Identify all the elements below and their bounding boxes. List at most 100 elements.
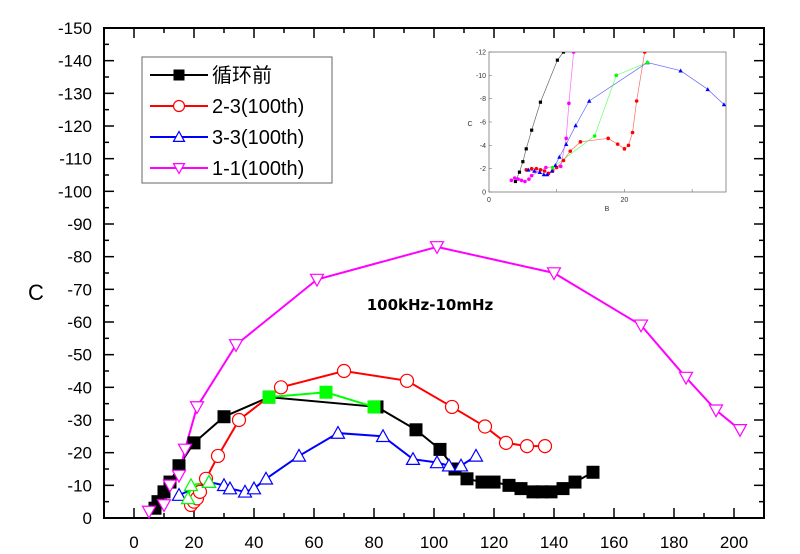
- y-tick-label: -40: [67, 378, 92, 397]
- inset-data-point: [549, 168, 555, 173]
- inset-data-point: [615, 142, 620, 146]
- inset-chart: 0 20 0 -2 -4 -6 -8 -10 -12 B C: [467, 42, 744, 214]
- legend: 循环前 2-3(100th) 3-3(100th) 1-1(100th): [141, 56, 333, 184]
- inset-x-tick-label: 20: [621, 197, 629, 204]
- inset-background: [482, 42, 744, 214]
- data-point: [399, 373, 415, 388]
- x-tick-label: 40: [245, 533, 264, 552]
- inset-data-point: [568, 149, 573, 153]
- series-markers: [262, 385, 381, 414]
- inset-series-line: [515, 52, 564, 182]
- data-point: [477, 419, 493, 434]
- y-tick-label: -60: [67, 313, 92, 332]
- x-tick-label: 80: [365, 533, 384, 552]
- inset-data-point: [553, 162, 558, 167]
- inset-data-point: [678, 68, 683, 73]
- inset-data-point: [614, 73, 619, 78]
- inset-ticks: 0 20 0 -2 -4 -6 -8 -10 -12: [476, 50, 693, 204]
- inset-data-point: [564, 136, 568, 141]
- data-point: [180, 490, 196, 505]
- y-tick-label: 0: [83, 509, 92, 528]
- data-point: [177, 443, 193, 458]
- data-point: [367, 400, 381, 414]
- data-point: [157, 485, 171, 499]
- inset-data-point: [521, 160, 525, 164]
- inset-data-point: [529, 166, 534, 171]
- y-tick-label: -100: [58, 182, 92, 201]
- legend-label: 3-3(100th): [212, 127, 304, 149]
- legend-marker: [172, 163, 186, 175]
- inset-data-point: [606, 136, 610, 141]
- legend-label: 2-3(100th): [212, 96, 304, 118]
- data-point: [319, 385, 333, 399]
- data-point: [537, 439, 553, 454]
- inset-data-point: [530, 128, 534, 132]
- data-point: [678, 371, 694, 386]
- x-tick-label: 20: [185, 533, 204, 552]
- inset-data-point: [519, 178, 524, 183]
- data-point: [273, 380, 289, 395]
- x-tick-label: 120: [480, 533, 508, 552]
- data-point: [544, 485, 558, 499]
- data-point: [708, 404, 724, 418]
- data-point: [246, 480, 262, 495]
- inset-data-point: [642, 52, 647, 54]
- inset-data-point: [537, 169, 542, 174]
- y-tick-labels: 0 -10 -20 -30 -40 -50 -60 -70 -80 -90 -100 -110 -120…: [58, 19, 92, 528]
- data-point: [468, 448, 484, 462]
- data-point: [222, 480, 238, 495]
- inset-data-point: [527, 177, 531, 181]
- inset-data-point: [563, 141, 569, 146]
- inset-y-tick-label: -6: [480, 120, 486, 127]
- data-point: [375, 428, 391, 443]
- inset-data-point: [571, 52, 576, 54]
- x-tick-label: 0: [129, 533, 138, 552]
- inset-data-point: [573, 123, 578, 128]
- y-tick-label: -30: [67, 411, 92, 430]
- x-tick-label: 100: [420, 533, 448, 552]
- inset-data-point: [524, 147, 528, 151]
- inset-data-point: [626, 143, 631, 148]
- data-point: [258, 471, 274, 485]
- legend-marker: [172, 99, 186, 113]
- inset-data-point: [558, 164, 563, 169]
- series-markers: [183, 363, 553, 513]
- x-tick-labels: 0 20 40 60 80 100 120 140 160 180 200: [129, 533, 748, 552]
- data-point: [546, 267, 562, 281]
- y-tick-label: -150: [58, 19, 92, 38]
- data-point: [336, 363, 352, 379]
- data-point: [556, 482, 570, 496]
- x-tick-label: 140: [540, 533, 568, 552]
- inset-data-point: [561, 52, 566, 54]
- data-point: [141, 505, 157, 520]
- y-tick-label: -140: [58, 52, 92, 71]
- data-point: [330, 425, 346, 439]
- inset-data-point: [630, 130, 635, 135]
- inset-data-point: [545, 172, 550, 177]
- data-point: [201, 474, 217, 488]
- data-point: [183, 477, 199, 492]
- data-point: [156, 499, 172, 513]
- inset-data-point: [513, 179, 518, 184]
- inset-data-point: [542, 169, 547, 173]
- data-point: [409, 423, 423, 437]
- data-point: [732, 424, 748, 438]
- inset-data-point: [523, 179, 527, 184]
- inset-data-point: [622, 147, 627, 151]
- data-point: [171, 487, 187, 501]
- inset-y-title: C: [467, 121, 472, 128]
- data-point: [502, 478, 516, 492]
- series-group: [141, 241, 748, 520]
- data-point: [291, 448, 307, 462]
- inset-x-tick-label: 0: [487, 197, 491, 204]
- inset-data-point: [534, 166, 539, 171]
- inset-series-line: [552, 62, 648, 168]
- inset-clipped: [509, 52, 726, 184]
- y-tick-label: -90: [67, 215, 92, 234]
- data-point: [217, 410, 231, 424]
- inset-data-point: [526, 167, 531, 172]
- legend-marker: [172, 130, 186, 142]
- data-point: [586, 465, 600, 479]
- data-point: [514, 482, 528, 496]
